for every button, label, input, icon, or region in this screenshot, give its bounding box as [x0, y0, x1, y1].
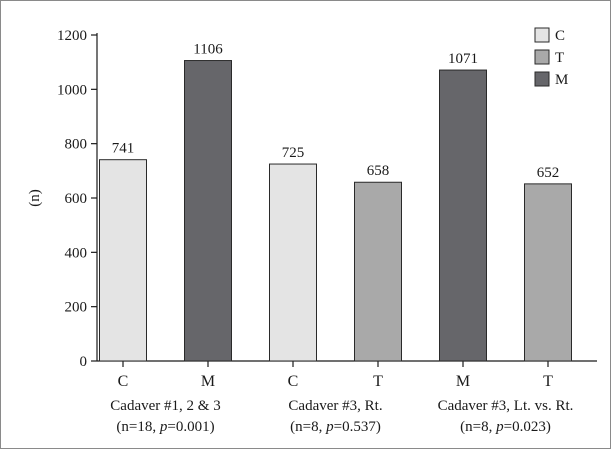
x-category-label: M — [201, 373, 215, 390]
legend-swatch-c — [534, 27, 550, 43]
y-tick-label: 400 — [65, 245, 88, 261]
legend-label-m: M — [555, 72, 568, 88]
group-stats-label: (n=8, p=0.023) — [460, 419, 551, 435]
y-tick-label: 1000 — [57, 82, 87, 98]
group-stats-label: (n=18, p=0.001) — [116, 419, 214, 435]
group-label: Cadaver #3, Rt. — [288, 398, 382, 414]
y-axis-label: (n) — [27, 189, 43, 207]
x-category-label: T — [543, 373, 553, 390]
y-tick-label: 800 — [65, 137, 88, 153]
y-tick-label: 600 — [65, 191, 88, 207]
bar-c — [269, 163, 317, 362]
x-category-label: C — [288, 373, 299, 390]
legend-swatch-m — [534, 71, 550, 87]
group-label: Cadaver #3, Lt. vs. Rt. — [438, 398, 574, 414]
y-tick-label: 0 — [80, 354, 88, 370]
x-category-label: M — [456, 373, 470, 390]
labels: 741 C 1106 M 725 C 658 T 1071 M 652 T Cadaver #1, 2 … — [110, 42, 573, 435]
legend-swatch-t — [534, 49, 550, 65]
x-category-label: C — [118, 373, 129, 390]
x-category-label: T — [373, 373, 383, 390]
legend-label-c: C — [555, 28, 565, 44]
bar-value-label: 652 — [537, 165, 560, 181]
bar-m — [439, 69, 487, 362]
legend-label-t: T — [555, 50, 564, 66]
bar-t — [524, 183, 572, 362]
y-tick-label: 200 — [65, 300, 88, 316]
legend: CTM — [534, 27, 568, 88]
y-tick-label: 1200 — [57, 28, 87, 44]
group-stats-label: (n=8, p=0.537) — [290, 419, 381, 435]
axes: 0 200 400 600 800 1000 1200 (n) — [27, 28, 597, 370]
bar-value-label: 1071 — [448, 51, 478, 67]
bar-value-label: 1106 — [193, 42, 223, 58]
bar-value-label: 658 — [367, 163, 390, 179]
bar-c — [99, 159, 147, 362]
group-label: Cadaver #1, 2 & 3 — [110, 398, 220, 414]
bar-value-label: 741 — [112, 141, 135, 157]
bar-value-label: 725 — [282, 145, 305, 161]
bar-m — [184, 60, 232, 362]
bars — [99, 60, 572, 362]
bar-t — [354, 181, 402, 362]
